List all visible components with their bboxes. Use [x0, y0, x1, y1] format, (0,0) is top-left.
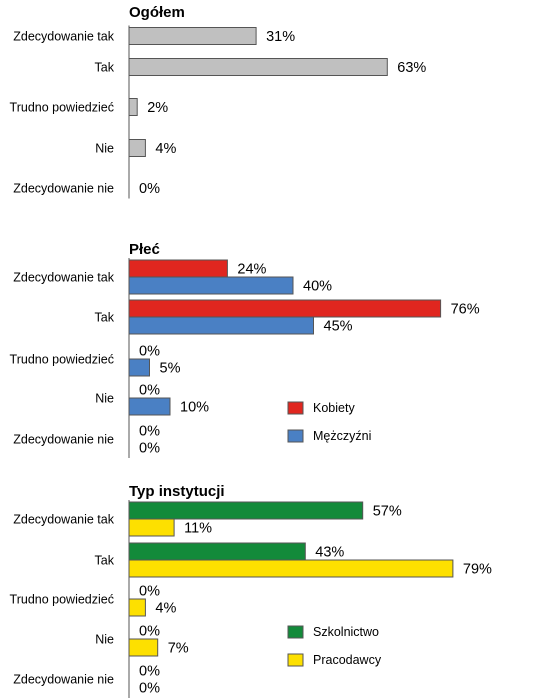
- data-label: 7%: [168, 640, 189, 656]
- bar: [128, 27, 257, 45]
- data-label: 40%: [303, 278, 332, 294]
- data-label: 11%: [184, 520, 212, 536]
- data-label: 79%: [463, 561, 492, 577]
- bar: [128, 559, 454, 578]
- bar: [128, 358, 150, 377]
- legend-swatch: [287, 429, 304, 443]
- legend-swatch: [287, 653, 304, 667]
- data-label: 57%: [373, 503, 402, 519]
- section-title: Ogółem: [129, 4, 185, 21]
- category-label: Nie: [95, 141, 114, 155]
- bar: [128, 598, 146, 617]
- category-label: Tak: [95, 553, 115, 567]
- section-title: Typ instytucji: [129, 483, 225, 500]
- data-label: 0%: [139, 663, 160, 679]
- data-label: 2%: [147, 100, 168, 116]
- data-label: 24%: [237, 261, 266, 277]
- data-label: 5%: [160, 360, 181, 376]
- data-label: 31%: [266, 29, 295, 45]
- category-label: Zdecydowanie tak: [13, 512, 115, 526]
- data-label: 0%: [139, 623, 160, 639]
- category-label: Nie: [95, 391, 114, 405]
- category-label: Trudno powiedzieć: [10, 100, 114, 114]
- bar: [128, 518, 175, 537]
- legend-label: Szkolnictwo: [313, 625, 379, 639]
- category-label: Tak: [95, 60, 115, 74]
- legend-label: Pracodawcy: [313, 653, 382, 667]
- category-label: Trudno powiedzieć: [10, 592, 114, 606]
- bar: [128, 98, 138, 116]
- bar: [128, 276, 294, 295]
- data-label: 0%: [139, 181, 160, 197]
- bar: [128, 542, 306, 561]
- category-label: Tak: [95, 310, 115, 324]
- data-label: 10%: [180, 399, 209, 415]
- legend-swatch: [287, 625, 304, 639]
- legend-swatch: [287, 401, 304, 415]
- legend-label: Mężczyźni: [313, 429, 371, 443]
- legend-label: Kobiety: [313, 401, 355, 415]
- data-label: 0%: [139, 583, 160, 599]
- category-label: Zdecydowanie tak: [13, 29, 115, 43]
- bar: [128, 316, 314, 335]
- data-label: 45%: [324, 318, 353, 334]
- data-label: 43%: [315, 544, 344, 560]
- bar: [128, 638, 159, 657]
- category-label: Zdecydowanie nie: [13, 181, 114, 195]
- data-label: 4%: [155, 141, 176, 157]
- data-label: 0%: [139, 343, 160, 359]
- category-label: Nie: [95, 632, 114, 646]
- data-label: 0%: [139, 440, 160, 456]
- data-label: 63%: [397, 60, 426, 76]
- bar: [128, 299, 442, 318]
- data-label: 0%: [139, 680, 160, 696]
- data-label: 76%: [451, 301, 480, 317]
- category-label: Zdecydowanie nie: [13, 672, 114, 686]
- data-label: 0%: [139, 423, 160, 439]
- category-label: Zdecydowanie nie: [13, 432, 114, 446]
- bar: [128, 139, 146, 157]
- bar: [128, 58, 388, 76]
- data-label: 4%: [155, 600, 176, 616]
- category-label: Zdecydowanie tak: [13, 270, 115, 284]
- bar: [128, 259, 228, 278]
- data-label: 0%: [139, 382, 160, 398]
- section-title: Płeć: [129, 241, 160, 258]
- bar: [128, 501, 364, 520]
- category-label: Trudno powiedzieć: [10, 352, 114, 366]
- bar: [128, 397, 171, 416]
